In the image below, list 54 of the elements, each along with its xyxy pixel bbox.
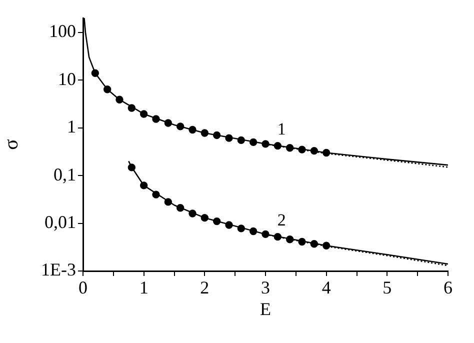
- point: [274, 142, 282, 150]
- y-tick-label: 10: [58, 68, 76, 89]
- point: [237, 224, 246, 232]
- point: [140, 182, 148, 190]
- point: [200, 129, 209, 137]
- point: [274, 232, 282, 241]
- point: [212, 131, 221, 140]
- y-tick-label: 0,1: [54, 164, 76, 184]
- point: [164, 198, 172, 206]
- x-tick-label: 5: [382, 278, 392, 298]
- y-tick-label: 100: [49, 21, 76, 42]
- y-tick-label: 1E-3: [41, 260, 76, 280]
- point: [212, 217, 221, 226]
- point: [152, 115, 160, 123]
- point: [286, 144, 294, 152]
- point: [128, 164, 136, 172]
- point: [310, 146, 318, 155]
- point: [164, 119, 172, 127]
- point: [91, 69, 100, 77]
- point: [249, 138, 258, 146]
- y-axis-title: σ: [0, 138, 22, 150]
- point: [262, 140, 270, 148]
- x-axis-title: E: [260, 298, 271, 319]
- series-label: 2: [277, 210, 286, 230]
- point: [225, 134, 233, 142]
- point: [298, 238, 306, 246]
- point: [188, 126, 196, 134]
- point: [176, 122, 184, 130]
- point: [225, 221, 233, 229]
- point: [200, 214, 209, 222]
- point: [140, 110, 148, 118]
- y-tick-label: 0,01: [44, 212, 76, 232]
- point: [188, 210, 196, 218]
- point: [103, 85, 112, 94]
- y-tick-label: 1: [67, 116, 76, 137]
- point: [237, 136, 246, 144]
- x-tick-label: 2: [200, 278, 210, 298]
- point: [262, 230, 270, 238]
- point: [322, 242, 330, 250]
- point: [322, 148, 330, 157]
- point: [249, 227, 258, 236]
- point: [310, 240, 318, 248]
- point: [298, 146, 306, 154]
- point: [128, 104, 136, 112]
- x-tick-label: 4: [322, 278, 331, 298]
- point: [286, 236, 294, 244]
- point: [116, 96, 124, 104]
- x-tick-label: 0: [78, 278, 88, 298]
- x-tick-label: 1: [139, 278, 148, 298]
- x-tick-label: 3: [261, 278, 270, 298]
- series-label: 1: [277, 119, 286, 138]
- x-tick-label: 6: [444, 278, 452, 298]
- point: [176, 204, 184, 212]
- point: [152, 190, 160, 198]
